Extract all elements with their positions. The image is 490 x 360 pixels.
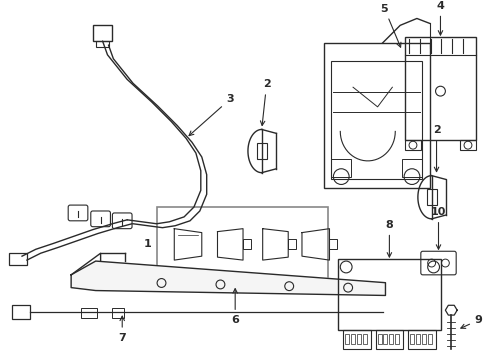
Bar [460, 140, 476, 150]
Text: 4: 4 [437, 1, 444, 35]
Bar [405, 37, 476, 140]
Text: 3: 3 [189, 94, 234, 136]
Text: 8: 8 [386, 220, 393, 257]
Bar [410, 334, 414, 343]
Bar [331, 61, 422, 179]
Bar [157, 207, 328, 284]
Bar [395, 334, 399, 343]
Bar [93, 25, 112, 41]
Bar [416, 334, 420, 343]
Text: 9: 9 [461, 315, 483, 328]
Polygon shape [71, 261, 386, 296]
Bar [357, 334, 361, 343]
Bar [12, 305, 30, 319]
Text: 7: 7 [119, 316, 126, 343]
Bar [338, 259, 441, 330]
Bar [323, 43, 430, 188]
Bar [363, 334, 367, 343]
Bar [376, 330, 403, 350]
Bar [427, 189, 437, 205]
Bar [257, 143, 267, 159]
Text: 1: 1 [144, 239, 152, 249]
Text: 2: 2 [260, 79, 270, 126]
Text: 6: 6 [231, 289, 239, 325]
Bar [402, 159, 422, 177]
Bar [345, 334, 349, 343]
Bar [408, 330, 436, 350]
Text: 2: 2 [433, 125, 441, 172]
Bar [329, 239, 337, 249]
Bar [390, 334, 393, 343]
Bar [422, 334, 426, 343]
Bar [384, 334, 388, 343]
Bar [243, 239, 251, 249]
Bar [378, 334, 382, 343]
Bar [112, 308, 124, 318]
Bar [405, 140, 421, 150]
Bar [428, 334, 432, 343]
Bar [343, 330, 371, 350]
Bar [331, 159, 351, 177]
Bar [351, 334, 355, 343]
Bar [81, 308, 97, 318]
Bar [96, 41, 109, 47]
Text: 10: 10 [431, 207, 446, 249]
Bar [9, 253, 27, 265]
Text: 5: 5 [381, 4, 401, 47]
Bar [288, 239, 296, 249]
